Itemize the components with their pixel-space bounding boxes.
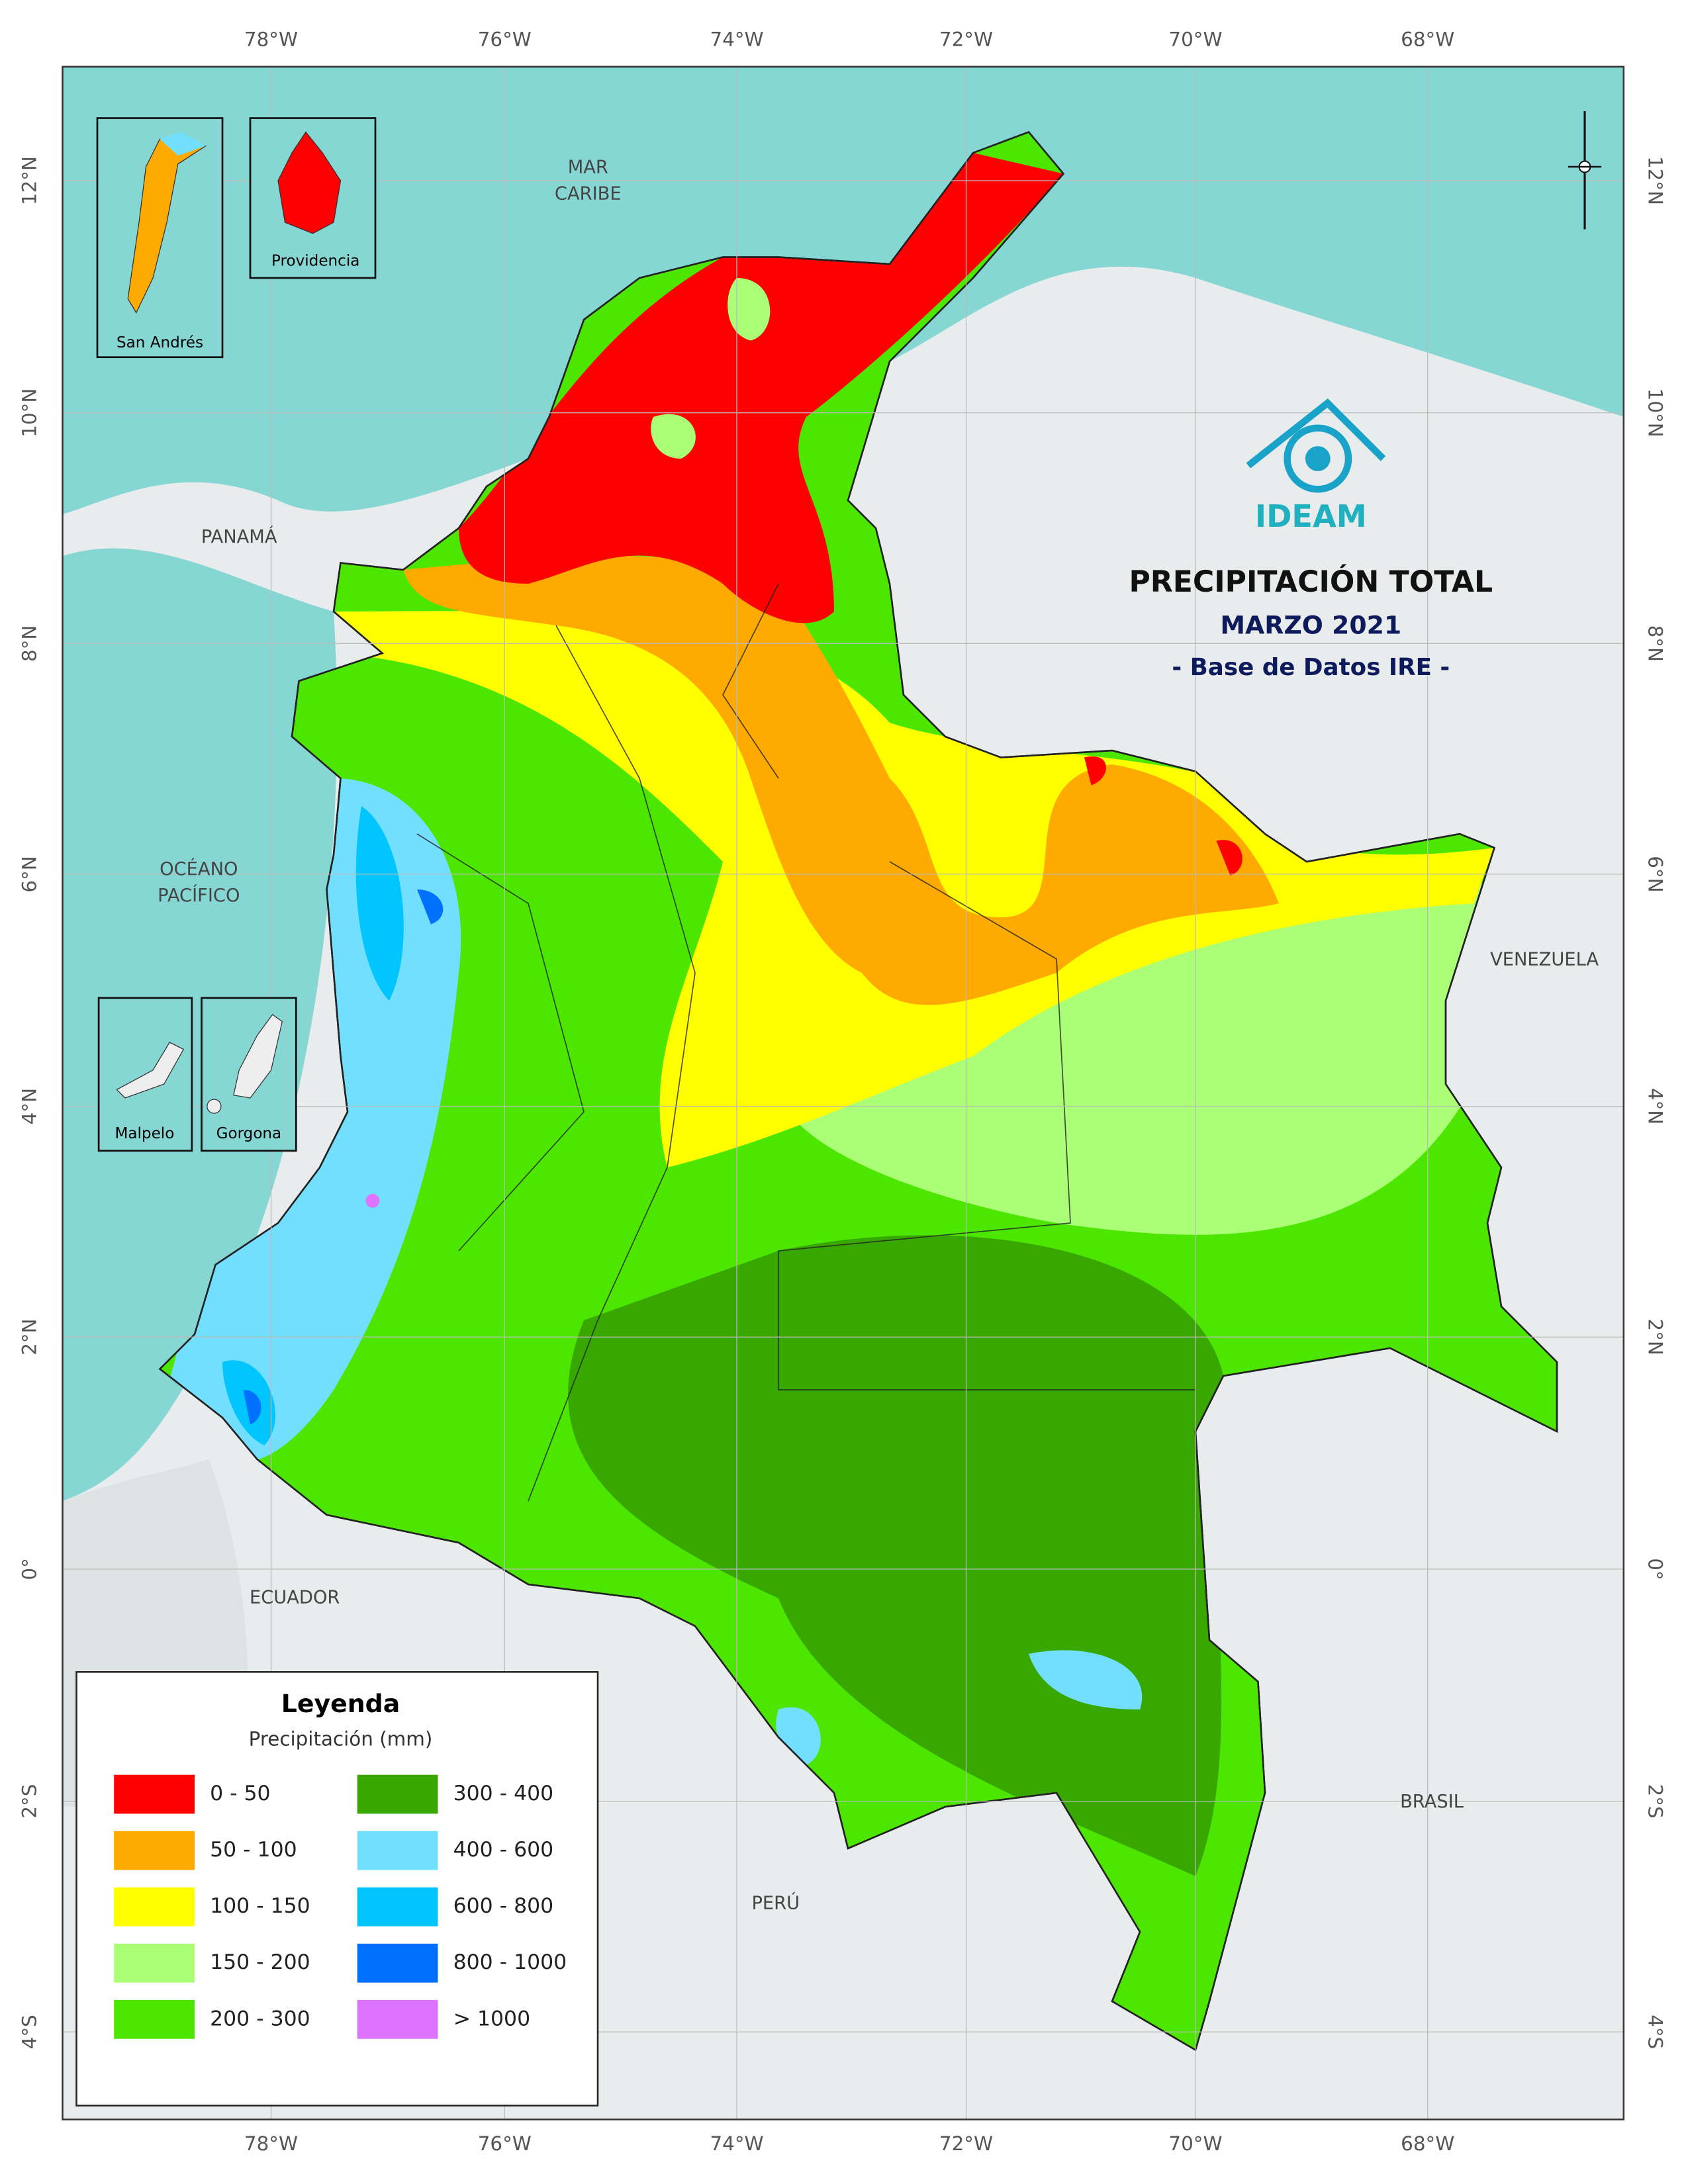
legend-label: 300 - 400 xyxy=(453,1782,554,1805)
latitude-label: 10°N xyxy=(1644,388,1666,437)
latitude-label: 8°N xyxy=(19,625,41,662)
legend-swatch xyxy=(114,1774,195,1814)
longitude-label: 70°W xyxy=(1168,2132,1222,2155)
legend-label: 50 - 100 xyxy=(210,1838,297,1862)
legend-swatch xyxy=(114,1999,195,2039)
legend-label: 200 - 300 xyxy=(210,2007,310,2030)
legend-swatch xyxy=(357,1774,438,1814)
latitude-label: 12°N xyxy=(19,156,41,205)
latitude-label: 2°N xyxy=(19,1319,41,1355)
latitude-label: 4°S xyxy=(19,2015,41,2049)
place-label: VENEZUELA xyxy=(1490,950,1599,970)
legend-label: 0 - 50 xyxy=(210,1782,270,1805)
source: - Base de Datos IRE - xyxy=(1172,654,1450,681)
longitude-label: 78°W xyxy=(244,2132,298,2155)
place-label: PACÍFICO xyxy=(158,885,240,906)
legend-swatch xyxy=(357,1943,438,1983)
logo-text: IDEAM xyxy=(1255,498,1367,534)
place-label: MAR xyxy=(568,158,608,178)
legend-swatch xyxy=(114,1943,195,1983)
legend-label: 150 - 200 xyxy=(210,1950,310,1974)
map: San Andrés Providencia Malpelo Gorgona I… xyxy=(19,28,1667,2154)
inset-label: Malpelo xyxy=(115,1125,174,1142)
latitude-label: 0° xyxy=(1644,1558,1666,1580)
inset-label: Gorgona xyxy=(216,1125,282,1142)
legend-label: 400 - 600 xyxy=(453,1838,554,1862)
latitude-label: 2°S xyxy=(19,1784,41,1819)
place-label: ECUADOR xyxy=(250,1588,340,1608)
longitude-label: 72°W xyxy=(939,2132,993,2155)
inset-label: San Andrés xyxy=(117,334,203,351)
latitude-label: 2°N xyxy=(1644,1319,1666,1355)
latitude-label: 12°N xyxy=(1644,156,1666,205)
legend-label: 600 - 800 xyxy=(453,1894,554,1918)
longitude-label: 76°W xyxy=(478,28,532,50)
legend: Leyenda Precipitación (mm) 0 - 50 50 - 10… xyxy=(75,1671,599,2107)
longitude-label: 72°W xyxy=(939,28,993,50)
latitude-label: 6°N xyxy=(1644,856,1666,892)
logo: IDEAM xyxy=(1246,398,1386,534)
insets: San Andrés Providencia Malpelo Gorgona xyxy=(96,117,377,1152)
legend-swatch xyxy=(357,1999,438,2039)
longitude-label: 76°W xyxy=(478,2132,532,2155)
place-label: PANAMÁ xyxy=(201,526,277,547)
latitude-label: 4°N xyxy=(19,1088,41,1124)
legend-title: Leyenda xyxy=(281,1689,400,1718)
place-label: PERÚ xyxy=(751,1892,800,1913)
longitude-label: 78°W xyxy=(244,28,298,50)
longitude-label: 68°W xyxy=(1401,2132,1454,2155)
legend-label: 100 - 150 xyxy=(210,1894,310,1918)
country-outline xyxy=(158,131,1558,2052)
latitude-label: 8°N xyxy=(1644,625,1666,662)
legend-swatch xyxy=(114,1887,195,1927)
latitude-label: 4°N xyxy=(1644,1088,1666,1124)
latitude-label: 4°S xyxy=(1644,2015,1666,2049)
subtitle: MARZO 2021 xyxy=(1220,611,1401,640)
longitude-label: 74°W xyxy=(710,28,763,50)
place-label: OCÉANO xyxy=(160,858,238,880)
legend-subtitle: Precipitación (mm) xyxy=(249,1728,433,1751)
longitude-label: 74°W xyxy=(710,2132,763,2155)
longitude-label: 70°W xyxy=(1168,28,1222,50)
legend-label: > 1000 xyxy=(453,2007,531,2030)
legend-label: 800 - 1000 xyxy=(453,1950,567,1974)
longitude-label: 68°W xyxy=(1401,28,1454,50)
legend-swatch xyxy=(357,1831,438,1870)
legend-swatch xyxy=(114,1831,195,1870)
latitude-label: 2°S xyxy=(1644,1784,1666,1819)
map-frame xyxy=(62,66,1625,2120)
inset-label: Providencia xyxy=(271,252,359,269)
place-label: BRASIL xyxy=(1400,1792,1464,1812)
place-label: CARIBE xyxy=(555,184,622,205)
latitude-label: 6°N xyxy=(19,856,41,892)
title: PRECIPITACIÓN TOTAL xyxy=(1129,564,1493,599)
north-arrow xyxy=(1568,111,1602,230)
latitude-label: 10°N xyxy=(19,388,41,437)
legend-swatch xyxy=(357,1887,438,1927)
latitude-label: 0° xyxy=(19,1558,41,1580)
